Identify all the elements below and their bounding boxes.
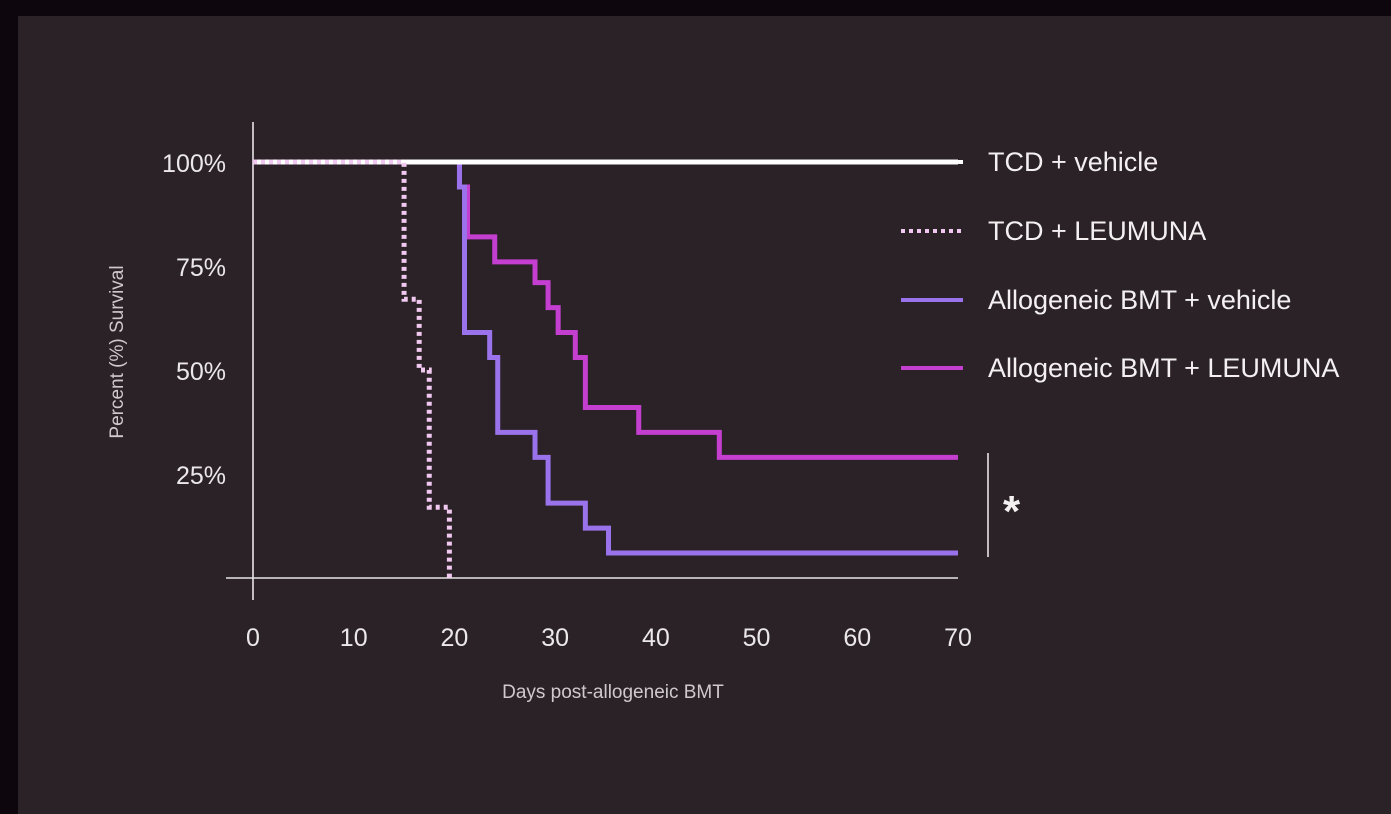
x-tick-label-0: 0 [246,624,260,652]
y-tick-label-75: 75% [176,254,226,282]
series-layer [253,159,958,578]
x-tick-label-40: 40 [642,624,670,652]
y-axis-label: Percent (%) Survival [107,265,128,438]
legend-label-0: TCD + vehicle [988,147,1158,177]
x-tick-label-60: 60 [843,624,871,652]
y-tick-label-50: 50% [176,358,226,386]
significance-asterisk: * [1003,487,1021,536]
x-tick-label-20: 20 [441,624,469,652]
chart-panel [18,16,1391,814]
significance-annotation: * [987,453,1021,557]
y-tick-label-25: 25% [176,462,226,490]
x-tick-label-70: 70 [944,624,972,652]
series-line-3 [253,159,958,460]
axes: 0 10 20 30 40 50 60 70 100% 75% 50% 25% [162,122,972,652]
x-axis-label: Days post-allogeneic BMT [502,682,724,703]
legend-label-1: TCD + LEUMUNA [988,216,1206,246]
series-line-1 [253,159,452,578]
legend-label-2: Allogeneic BMT + vehicle [988,285,1291,315]
x-tick-label-30: 30 [541,624,569,652]
legend: TCD + vehicle TCD + LEUMUNA Allogeneic BMT… [901,147,1339,383]
y-tick-label-100: 100% [162,150,226,178]
series-line-2 [253,159,958,556]
x-tick-label-10: 10 [340,624,368,652]
legend-label-3: Allogeneic BMT + LEUMUNA [988,353,1339,383]
x-tick-label-50: 50 [743,624,771,652]
